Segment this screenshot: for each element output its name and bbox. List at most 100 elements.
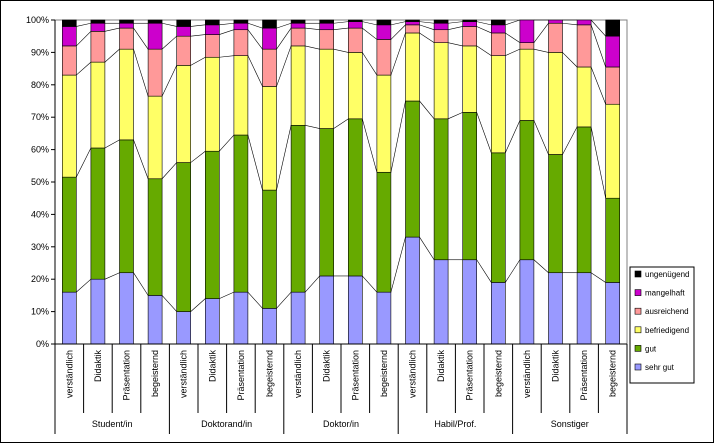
series-connector (476, 21, 492, 26)
bar-segment (61, 176, 77, 293)
legend-swatch (634, 270, 642, 278)
bar-segment (405, 32, 420, 102)
x-tick-label: verständlich (293, 350, 303, 398)
bar-segment (319, 128, 335, 277)
bar-segment (61, 26, 77, 47)
bar-segment (376, 19, 392, 26)
bar-segment (405, 236, 420, 345)
series-connector (104, 27, 120, 32)
series-connector (476, 259, 492, 283)
series-connector (362, 118, 378, 173)
bar-segment (119, 19, 134, 24)
bar-segment (319, 19, 335, 24)
y-tick-label: 20% (31, 274, 49, 284)
bar-segment (490, 55, 506, 154)
x-tick-label: verständlich (408, 350, 418, 398)
bar-segment (176, 26, 191, 37)
bar-segment (490, 152, 506, 283)
group-label: Doktor/in (323, 419, 359, 429)
series-connector (562, 52, 578, 68)
bar-segment (176, 65, 191, 163)
legend (629, 266, 695, 384)
x-tick-label: Präsentation (122, 350, 132, 401)
legend-label: mangelhaft (645, 289, 685, 298)
series-connector (133, 49, 149, 97)
series-connector (505, 19, 520, 26)
series-connector (505, 120, 521, 153)
bar-segment (61, 19, 77, 27)
bar-segment (233, 29, 249, 56)
bar-segment (433, 19, 449, 24)
bar-segment (376, 24, 392, 40)
y-tick-label: 10% (31, 307, 49, 317)
series-connector (362, 275, 378, 293)
bar-segment (262, 189, 277, 309)
y-tick-label: 80% (31, 80, 49, 90)
bar-segment (205, 19, 220, 26)
x-tick-label: Didaktik (207, 350, 217, 383)
x-tick-label: Präsentation (579, 350, 589, 401)
series-connector (448, 26, 463, 31)
bar-segment (290, 27, 306, 47)
y-tick-label: 50% (31, 177, 49, 187)
bar-segment (90, 22, 106, 32)
series-connector (76, 22, 91, 27)
series-connector (247, 29, 263, 50)
bar-segment (290, 125, 306, 293)
bar-segment (119, 48, 134, 141)
x-tick-label: Präsentation (465, 350, 475, 401)
series-connector (76, 31, 92, 47)
series-connector (133, 139, 149, 179)
series-connector (276, 291, 292, 309)
bar-segment (205, 298, 220, 345)
bar-segment (462, 19, 478, 22)
bar-segment (262, 86, 277, 191)
legend-swatch (634, 289, 642, 296)
series-connector (562, 22, 578, 26)
bar-segment (61, 291, 77, 345)
series-connector (104, 139, 120, 149)
series-connector (305, 125, 320, 129)
bar-segment (405, 21, 420, 26)
series-connector (219, 29, 234, 35)
series-connector (219, 22, 234, 26)
bar-segment (290, 22, 306, 29)
bar-segment (347, 19, 363, 22)
series-connector (505, 48, 521, 56)
bar-segment (548, 272, 563, 345)
bar-segment (119, 22, 134, 29)
bar-segment (376, 291, 392, 345)
bar-segment (90, 19, 106, 24)
bar-segment (205, 34, 220, 58)
bar-segment (548, 154, 563, 274)
x-tick-label: Didaktik (93, 350, 103, 383)
bar-segment (462, 45, 478, 113)
bar-segment (262, 48, 277, 87)
y-tick-label: 100% (26, 15, 49, 25)
bar-segment (233, 19, 249, 24)
series-connector (390, 21, 406, 26)
bar-segment (147, 48, 163, 97)
group-label: Sonstiger (551, 419, 589, 429)
bar-segment (519, 120, 535, 261)
bar-segment (605, 35, 621, 68)
y-tick-label: 90% (31, 47, 49, 57)
series-connector (476, 45, 492, 56)
bar-segment (147, 22, 163, 50)
series-connector (419, 21, 435, 24)
series-connector (76, 61, 92, 76)
series-connector (476, 26, 492, 34)
bar-segment (576, 24, 592, 68)
bar-segment (319, 48, 335, 129)
y-tick-label: 30% (31, 242, 49, 252)
plot-area (54, 19, 628, 345)
bar-segment (433, 29, 449, 43)
bar-segment (519, 19, 535, 43)
bar-segment (576, 19, 592, 26)
bar-segment (462, 21, 478, 27)
series-connector (247, 55, 263, 87)
bar-segment (205, 56, 220, 152)
bar-segment (90, 147, 106, 280)
bar-segment (576, 126, 592, 274)
series-connector (76, 147, 92, 178)
